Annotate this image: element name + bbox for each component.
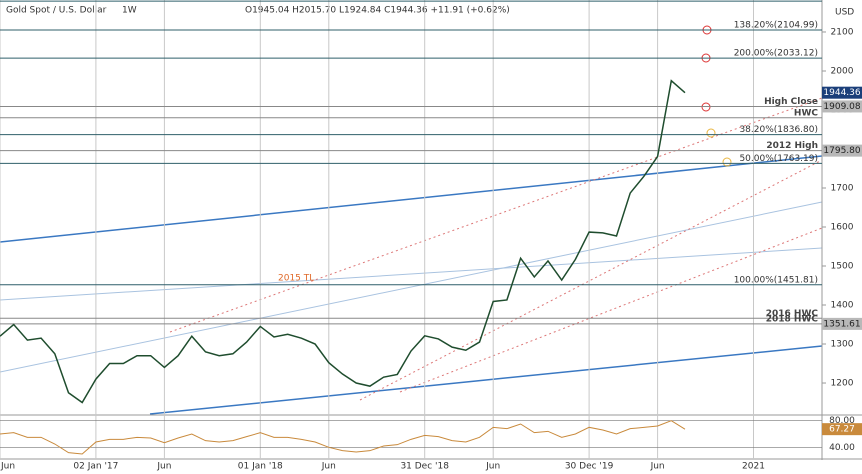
rsi-tag-label: 67.27 [829, 425, 855, 435]
x-tick-label: 2021 [742, 462, 765, 472]
x-tick-label: 31 Dec '18 [400, 462, 449, 472]
y-tick-label: 1500 [831, 262, 854, 272]
rsi-tag [822, 423, 862, 436]
x-tick-label: 01 Jan '18 [238, 462, 283, 472]
level-label: 100.00%(1451.81) [734, 275, 818, 285]
trend-line [0, 247, 823, 301]
x-tick-label: Jun [156, 462, 171, 472]
x-tick-label: Jun [650, 462, 665, 472]
price-tag-label: 1944.36 [823, 88, 860, 98]
price-tag [822, 144, 862, 157]
rsi-line [0, 420, 686, 455]
level-label: 38.20%(1836.80) [739, 125, 818, 135]
level-label: 161.80%(2179.14) [734, 0, 818, 2]
level-label: 2012 High [766, 141, 818, 151]
channel-upper [0, 155, 823, 243]
y-tick-label: 1400 [831, 301, 854, 311]
level-label: HWC [794, 108, 818, 118]
x-tick-label: 30 Dec '19 [565, 462, 614, 472]
interval: 1W [122, 6, 137, 16]
price-tag [822, 100, 862, 113]
level-label: 200.00%(2033.12) [734, 49, 818, 59]
pitchfork-line [359, 159, 823, 401]
pitchfork-line [169, 97, 823, 333]
y-tick-label: 1200 [831, 379, 854, 389]
level-label: 2018 HWC [766, 314, 819, 324]
currency: USD [835, 8, 854, 18]
y-tick-label: 2000 [831, 66, 854, 76]
price-tag [822, 317, 862, 330]
channel-lower [149, 345, 823, 415]
y-tick-label: 2100 [831, 27, 854, 37]
x-tick-label: Jun [0, 462, 15, 472]
level-label: 50.00%(1763.19) [739, 154, 818, 164]
y-tick-label: 1300 [831, 340, 854, 350]
level-label: 138.20%(2104.99) [734, 21, 818, 31]
annotation: 2015 TL [278, 274, 314, 284]
price-tag-label: 1351.61 [823, 319, 860, 329]
y-tick-label: 1600 [831, 223, 854, 233]
trend-line [0, 201, 823, 373]
ohlc: O1945.04 H2015.70 L1924.84 C1944.36 +11.… [245, 6, 510, 16]
pitchfork-line [399, 227, 823, 393]
marker [706, 128, 716, 138]
level-label: High Close [764, 97, 818, 107]
price-line [0, 79, 686, 404]
x-tick-label: Jun [321, 462, 336, 472]
rsi-tick-label: 80.00 [829, 416, 855, 426]
level-label: 2016 HWC [766, 309, 819, 319]
price-tag-label: 1795.80 [823, 146, 860, 156]
price-tag [822, 86, 862, 99]
price-tag-label: 1909.08 [823, 102, 860, 112]
y-tick-label: 1700 [831, 183, 854, 193]
marker [701, 102, 711, 112]
title: Gold Spot / U.S. Dollar [6, 6, 107, 16]
x-tick-label: Jun [485, 462, 500, 472]
x-tick-label: 02 Jan '17 [73, 462, 118, 472]
marker [722, 157, 732, 167]
rsi-tick-label: 40.00 [829, 443, 855, 453]
